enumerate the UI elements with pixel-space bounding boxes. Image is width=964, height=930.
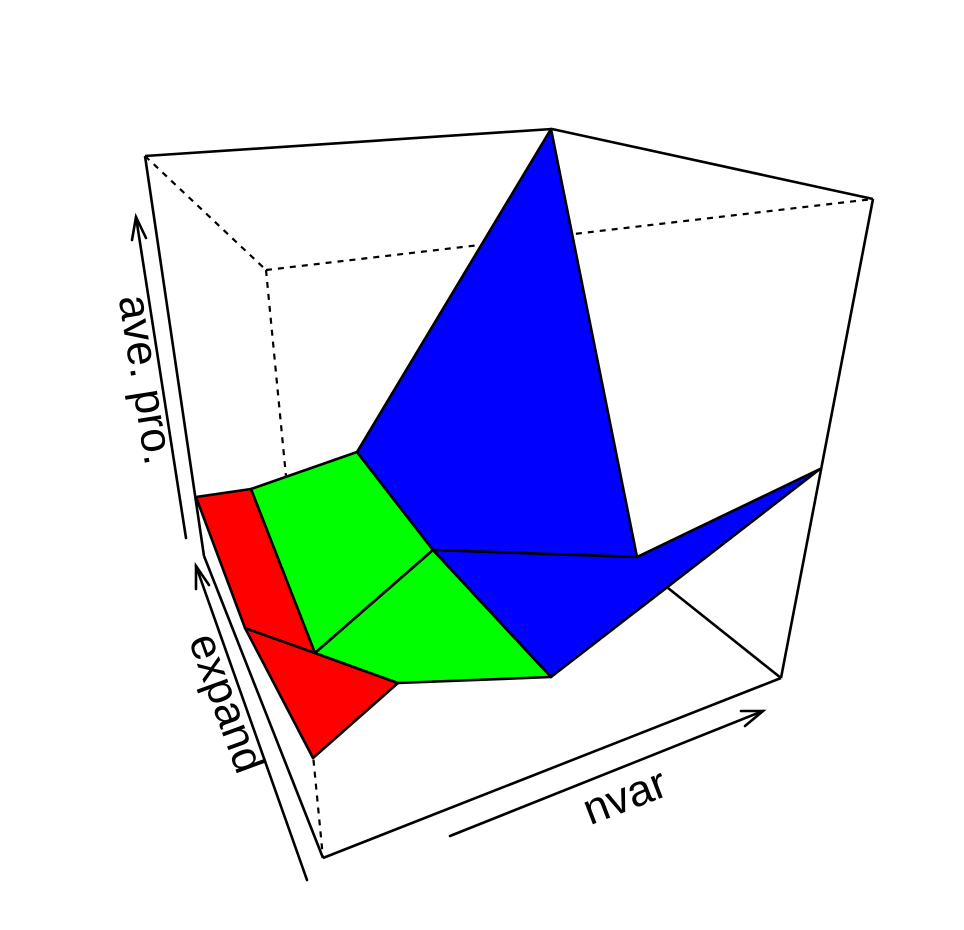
facet-blue-peak	[355, 127, 639, 559]
z-axis-label: ave. pro.	[109, 291, 184, 468]
box-edge-right-vertical	[779, 198, 875, 679]
box-edge-hidden-1	[144, 155, 267, 271]
x-axis-arrow	[448, 709, 765, 838]
x-axis-label: nvar	[576, 758, 673, 834]
box-edge-floor-right	[667, 586, 782, 680]
axis-arrows	[130, 212, 767, 882]
y-axis-arrowhead	[194, 561, 211, 591]
box-edge-hidden-3	[264, 269, 325, 859]
box-edge-left-vertical	[143, 155, 206, 557]
box-front-edges	[144, 127, 875, 860]
box-edge-top-left	[144, 127, 553, 158]
box-back-edges	[143, 155, 782, 680]
z-axis-arrowhead	[130, 212, 148, 242]
box-edge-floor-left	[202, 555, 325, 859]
box-edge-top-right	[551, 127, 874, 201]
surface	[194, 127, 822, 760]
box-edge-floor-front	[322, 676, 782, 860]
x-axis-arrowhead	[739, 709, 767, 728]
z-axis-arrow	[134, 215, 188, 540]
y-axis-arrow	[194, 564, 309, 882]
